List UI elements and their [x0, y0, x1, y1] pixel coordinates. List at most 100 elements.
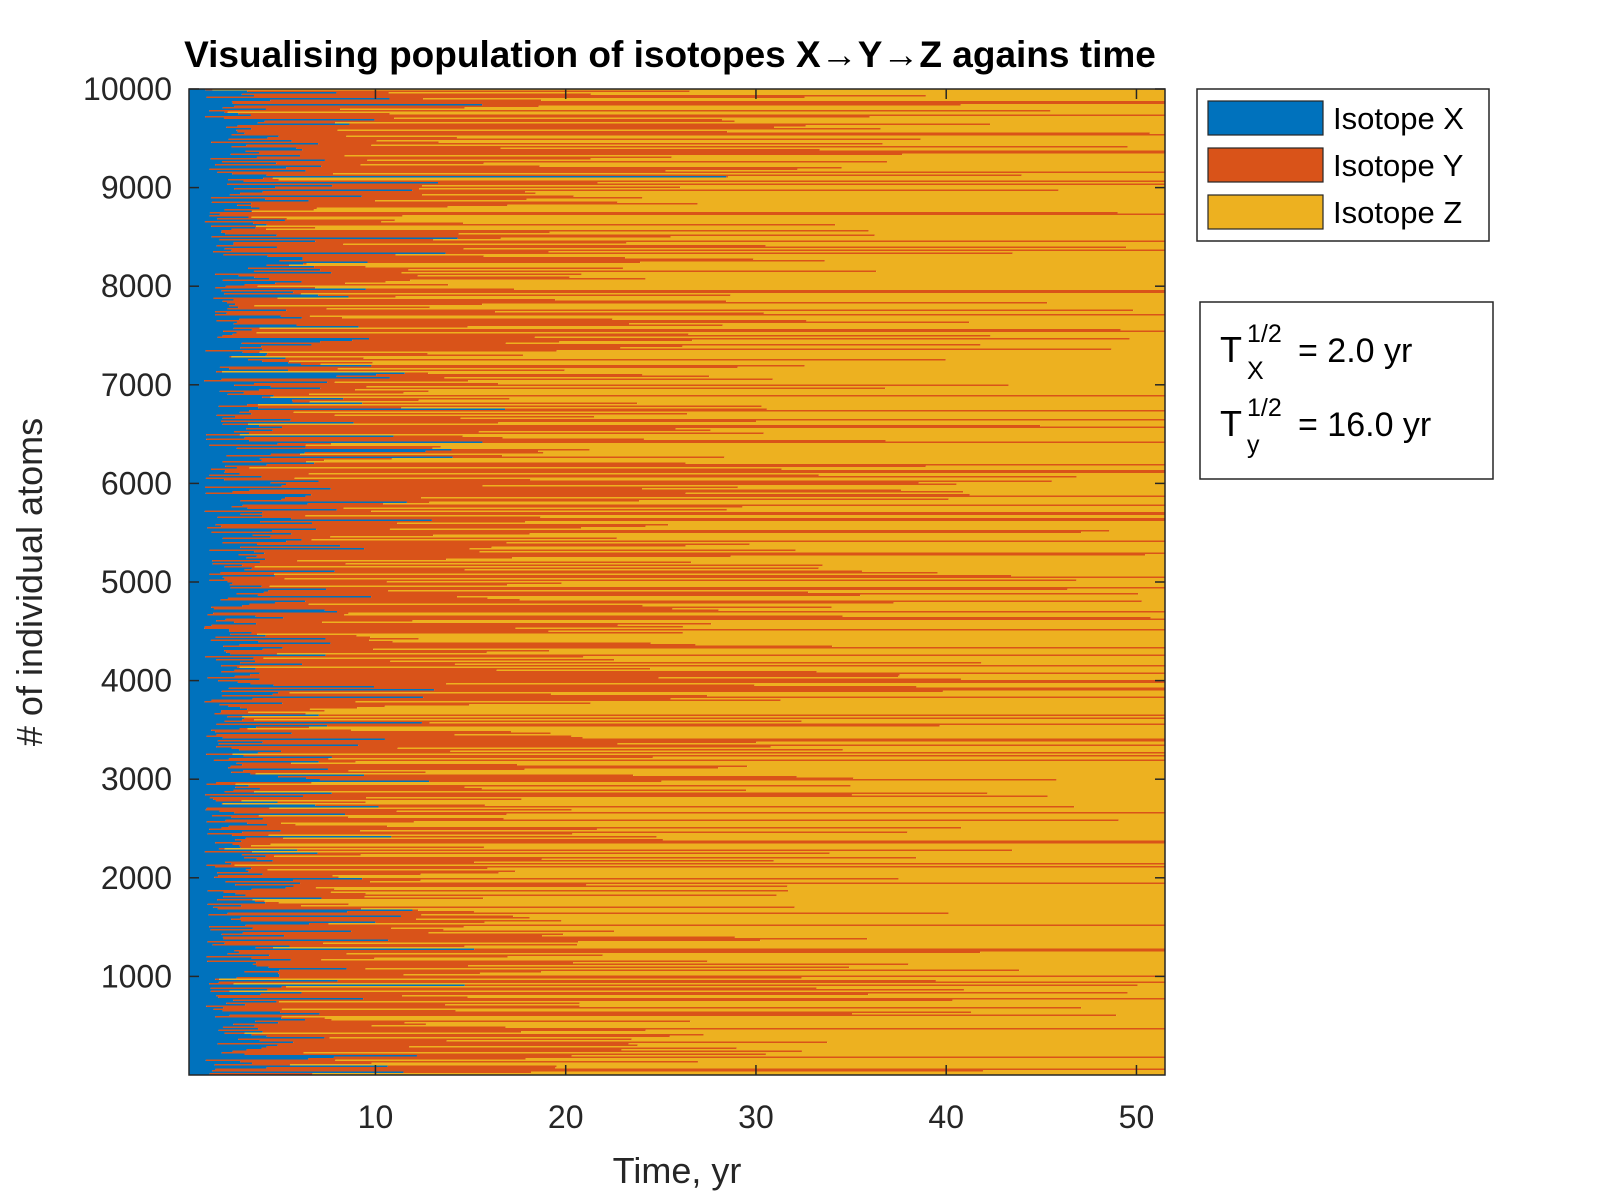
atom-row-x [189, 431, 234, 433]
atom-row-y [204, 851, 253, 853]
atom-row-x [189, 816, 232, 819]
atom-row-z [254, 791, 1166, 793]
atom-row-z [572, 833, 1165, 835]
atom-row-y [222, 461, 307, 463]
atom-row-x [189, 428, 247, 430]
atom-row-z [801, 720, 1165, 723]
atom-row-x [189, 497, 286, 499]
atom-row-z [937, 572, 1165, 574]
atom-row-x [189, 494, 312, 496]
atom-row-y [270, 453, 301, 456]
atom-row-x [189, 957, 252, 960]
atom-row-z [478, 431, 1165, 433]
annotation-value: = 2.0 yr [1298, 332, 1412, 370]
atom-row-y [227, 716, 243, 718]
atom-row-z [403, 974, 1166, 976]
atom-row-y [206, 96, 805, 99]
atom-row-z [521, 798, 1165, 801]
atom-row-y [230, 653, 277, 655]
atom-row-y [314, 266, 366, 268]
atom-row-x [189, 602, 275, 604]
atom-row-x [189, 335, 223, 337]
atom-row-z [483, 846, 1165, 849]
atom-row-y [233, 789, 747, 792]
atom-row-y [246, 557, 513, 559]
atom-row-x [189, 285, 226, 288]
atom-row-x [189, 879, 294, 882]
y-tick-label: 4000 [101, 663, 172, 699]
atom-row-x [189, 854, 242, 856]
atom-row-x [189, 684, 274, 687]
atom-row-y [207, 960, 708, 963]
atom-row-z [961, 827, 1165, 829]
atom-row-y [364, 548, 470, 550]
atom-row-y [259, 389, 356, 391]
atom-row-x [189, 249, 232, 252]
atom-row-z [340, 108, 1165, 111]
atom-row-z [640, 261, 1165, 264]
atom-row-x [189, 809, 206, 811]
atom-row-x [189, 668, 256, 670]
atom-row-x [189, 620, 217, 622]
atom-row-y [282, 647, 1165, 649]
atom-row-x [189, 815, 213, 817]
atom-row-y [256, 623, 712, 625]
atom-row-z [737, 366, 1165, 369]
atom-row-x [189, 228, 232, 231]
atom-row-z [806, 320, 1165, 322]
atom-row-x [189, 911, 348, 913]
atom-row-x [189, 504, 243, 507]
atom-row-y [286, 483, 957, 486]
atom-row-y [222, 335, 991, 337]
atom-row-y [236, 321, 970, 324]
atom-row-y [262, 512, 1165, 514]
atom-row-x [189, 210, 252, 213]
atom-row-x [189, 1062, 253, 1065]
atom-row-y [209, 212, 1118, 214]
atom-row-z [256, 225, 1165, 228]
atom-row-z [232, 753, 1165, 756]
atom-row-z [1117, 212, 1165, 214]
atom-row-y [266, 824, 296, 826]
atom-row-x [189, 929, 211, 931]
atom-row-y [378, 806, 1075, 808]
atom-row-z [495, 311, 1165, 313]
atom-row-z [403, 392, 1165, 394]
atom-row-y [241, 840, 1166, 843]
atom-row-x [189, 981, 219, 984]
atom-row-z [952, 999, 1165, 1002]
atom-row-z [579, 1005, 1165, 1008]
atom-row-z [525, 191, 1165, 193]
atom-row-y [244, 132, 1150, 135]
atom-row-z [540, 516, 1165, 519]
atom-row-y [297, 849, 1013, 852]
atom-row-x [189, 98, 390, 100]
atom-row-z [541, 99, 1165, 102]
atom-row-z [315, 887, 1165, 889]
atom-row-z [364, 896, 1165, 898]
atom-row-y [216, 782, 312, 784]
atom-row-z [581, 527, 1165, 529]
atom-row-x [189, 243, 234, 246]
atom-row-y [290, 419, 1165, 421]
atom-row-x [189, 873, 263, 876]
atom-row-x [189, 1016, 216, 1018]
atom-row-x [189, 237, 458, 240]
atom-row-x [189, 584, 230, 586]
atom-row-z [370, 881, 1165, 883]
atom-row-z [727, 176, 1165, 178]
atom-row-y [225, 285, 258, 288]
atom-row-x [189, 867, 252, 870]
atom-row-x [189, 752, 258, 754]
atom-row-y [219, 704, 470, 706]
tick-layer: 10 20 30 40 50100020003000400050006000700080… [83, 71, 1165, 1135]
atom-row-x [189, 669, 235, 672]
atom-row-y [237, 125, 806, 127]
atom-row-z [365, 801, 1165, 804]
atom-row-z [730, 294, 1165, 297]
atom-row-x [189, 287, 216, 289]
atom-row-z [513, 915, 1165, 918]
atom-row-x [189, 350, 206, 352]
atom-row-z [348, 903, 1165, 906]
atom-row-y [224, 293, 301, 295]
